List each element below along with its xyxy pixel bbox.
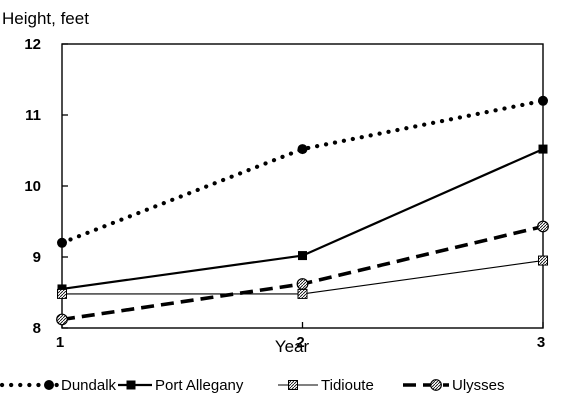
series-tidioute bbox=[57, 255, 548, 299]
legend-swatch-marker bbox=[430, 379, 442, 391]
legend-item-port-allegany: Port Allegany bbox=[118, 377, 244, 394]
series-line-dundalk bbox=[59, 98, 546, 245]
y-axis: 8 9 10 11 12 bbox=[24, 36, 68, 337]
legend-label: Dundalk bbox=[61, 377, 117, 394]
legend-item-ulysses: Ulysses bbox=[403, 377, 505, 394]
y-tick-label: 11 bbox=[25, 107, 41, 124]
series-line-ulysses bbox=[61, 224, 544, 322]
data-point-dundalk bbox=[57, 237, 67, 248]
x-tick-label: 2 bbox=[296, 334, 304, 351]
series-port-allegany bbox=[57, 144, 548, 294]
legend-item-tidioute: Tidioute bbox=[278, 377, 374, 394]
data-point-tidioute bbox=[297, 288, 308, 299]
series-dundalk bbox=[57, 95, 548, 248]
legend-label: Tidioute bbox=[321, 377, 374, 394]
data-point-ulysses bbox=[296, 278, 309, 290]
series-ulysses bbox=[56, 220, 549, 326]
y-tick-label: 9 bbox=[33, 249, 41, 266]
legend-label: Port Allegany bbox=[155, 377, 244, 394]
y-axis-title: Height, feet bbox=[2, 9, 89, 28]
y-tick-label: 10 bbox=[24, 178, 41, 195]
legend-item-dundalk: Dundalk bbox=[0, 377, 117, 394]
data-point-dundalk bbox=[538, 95, 548, 106]
data-point-dundalk bbox=[297, 144, 308, 155]
legend: Dundalk Port Allegany Tidioute Ulysses bbox=[0, 377, 505, 394]
legend-swatch-marker bbox=[44, 380, 54, 390]
x-axis-title: Year bbox=[275, 337, 310, 356]
y-tick-label: 8 bbox=[33, 320, 41, 337]
legend-label: Ulysses bbox=[452, 377, 505, 394]
x-tick-label: 3 bbox=[537, 334, 545, 351]
y-tick-label: 12 bbox=[24, 36, 41, 53]
data-point-port-allegany bbox=[298, 251, 307, 261]
series-layer bbox=[56, 95, 549, 326]
x-tick-label: 1 bbox=[56, 334, 64, 351]
data-point-tidioute bbox=[57, 288, 67, 299]
data-point-ulysses bbox=[537, 220, 549, 233]
data-point-port-allegany bbox=[538, 144, 548, 154]
legend-swatch-marker bbox=[288, 380, 298, 390]
legend-swatch-marker bbox=[126, 380, 136, 390]
data-point-tidioute bbox=[538, 255, 548, 266]
series-line-port-allegany bbox=[61, 148, 544, 291]
data-point-ulysses bbox=[56, 313, 68, 326]
